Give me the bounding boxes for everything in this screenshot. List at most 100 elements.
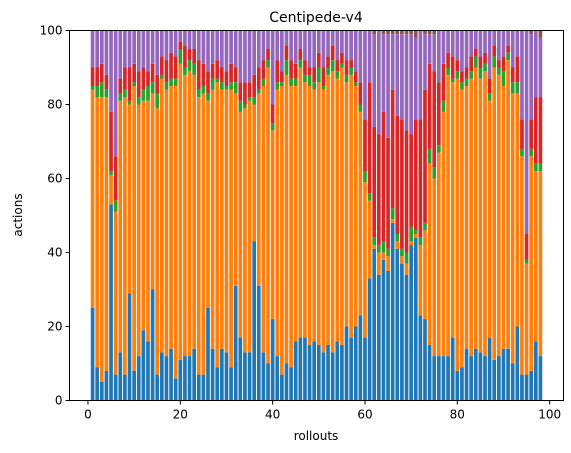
bar-segment: [335, 60, 340, 72]
bar-segment: [446, 67, 450, 75]
bar-segment: [335, 78, 340, 342]
bar-segment: [220, 82, 224, 90]
bar-segment: [247, 100, 252, 353]
bar-segment: [335, 71, 340, 79]
bar-segment: [164, 356, 169, 401]
bar-segment: [252, 30, 257, 75]
bar-segment: [404, 263, 409, 275]
bar-segment: [400, 30, 404, 35]
bar-segment: [256, 67, 261, 90]
bar-segment: [363, 171, 367, 183]
bar-segment: [501, 56, 506, 72]
bar-segment: [118, 352, 123, 401]
bar-segment: [441, 100, 446, 112]
bar-segment: [533, 341, 538, 401]
bar-segment: [358, 111, 363, 316]
bar-segment: [206, 100, 210, 308]
bar-segment: [395, 241, 400, 249]
bar-segment: [132, 82, 136, 86]
bar-segment: [150, 289, 155, 401]
bar-segment: [146, 100, 150, 342]
bar-segment: [497, 60, 501, 68]
bar-segment: [520, 30, 524, 120]
bar-segment: [95, 67, 100, 86]
bar-segment: [280, 374, 284, 401]
bar-segment: [293, 30, 298, 64]
bar-segment: [376, 134, 381, 246]
bar-segment: [441, 30, 446, 64]
bar-segment: [229, 89, 233, 368]
bar-segment: [533, 97, 538, 164]
bar-segment: [99, 97, 104, 382]
bar-segment: [492, 359, 497, 401]
bar-segment: [386, 256, 390, 271]
bar-segment: [146, 341, 150, 401]
bar-segment: [150, 82, 155, 94]
bar-segment: [159, 74, 164, 79]
chart-title: Centipede-v4: [269, 10, 363, 26]
bar-segment: [215, 82, 220, 368]
bar-segment: [367, 278, 372, 401]
bar-segment: [432, 356, 437, 401]
bar-segment: [104, 89, 109, 98]
bar-segment: [201, 374, 206, 401]
bar-segment: [344, 60, 349, 75]
bar-segment: [450, 337, 455, 401]
bar-segment: [118, 78, 123, 94]
bar-segment: [275, 82, 280, 90]
bar-segment: [316, 345, 321, 401]
bar-segment: [233, 67, 238, 83]
bar-segment: [104, 74, 109, 90]
bar-segment: [224, 86, 229, 90]
bar-segment: [418, 245, 423, 316]
bar-segment: [187, 356, 192, 401]
x-axis-label: rollouts: [294, 429, 339, 443]
bar-segment: [270, 30, 275, 105]
bar-segment: [473, 348, 478, 401]
bar-segment: [330, 352, 335, 401]
x-tick-label: 80: [450, 408, 465, 422]
bar-segment: [109, 30, 113, 112]
bar-segment: [386, 34, 390, 138]
bar-segment: [330, 71, 335, 353]
bar-segment: [418, 315, 423, 401]
bar-segment: [492, 45, 497, 57]
bar-segment: [155, 374, 160, 401]
bar-segment: [363, 119, 367, 172]
bar-segment: [104, 30, 109, 75]
bar-segment: [344, 74, 349, 83]
bar-segment: [150, 93, 155, 290]
bar-segment: [90, 308, 95, 401]
bar-segment: [363, 30, 367, 120]
bar-segment: [330, 45, 335, 61]
bar-segment: [146, 30, 150, 72]
bar-segment: [321, 89, 326, 353]
bar-segment: [404, 34, 409, 131]
bar-segment: [340, 52, 344, 64]
bar-segment: [316, 30, 321, 53]
bar-segment: [487, 100, 492, 338]
y-axis-label: actions: [11, 193, 25, 236]
bar-segment: [118, 30, 123, 79]
bar-segment: [446, 52, 450, 68]
bar-segment: [483, 71, 487, 357]
bar-segment: [141, 30, 146, 68]
bar-segment: [210, 30, 215, 64]
bar-segment: [529, 370, 534, 401]
bar-segment: [280, 71, 284, 83]
bar-segment: [206, 93, 210, 101]
y-tick-label: 0: [55, 394, 63, 408]
bar-segment: [330, 30, 335, 46]
bar-segment: [326, 56, 330, 68]
bar-segment: [409, 245, 413, 401]
bar-segment: [446, 356, 450, 401]
bar-segment: [280, 82, 284, 86]
bar-segment: [169, 52, 173, 79]
bar-segment: [173, 78, 178, 86]
bar-segment: [390, 222, 395, 401]
bar-segment: [187, 60, 192, 72]
bar-segment: [178, 49, 183, 64]
bar-segment: [104, 370, 109, 401]
bar-segment: [510, 363, 515, 401]
